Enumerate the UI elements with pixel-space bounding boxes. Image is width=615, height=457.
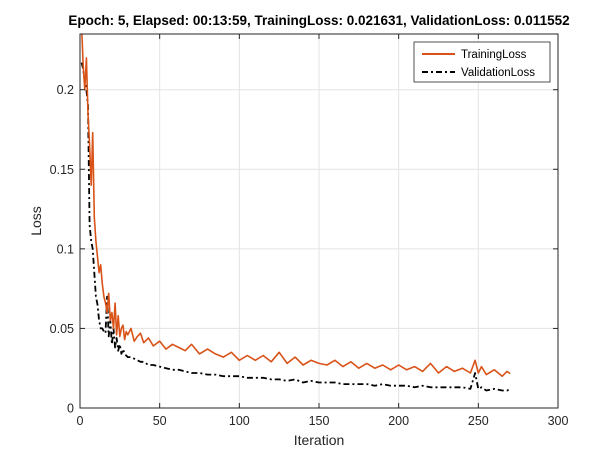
x-tick-label: 0 xyxy=(77,414,84,428)
y-axis-label: Loss xyxy=(28,206,44,236)
x-axis-label: Iteration xyxy=(294,432,345,448)
legend-label-training: TrainingLoss xyxy=(461,49,527,61)
y-tick-label: 0.15 xyxy=(50,163,74,177)
legend: TrainingLoss ValidationLoss xyxy=(413,41,551,83)
x-tick-label: 100 xyxy=(229,414,250,428)
grid-layer xyxy=(80,34,558,408)
x-tick-label: 200 xyxy=(388,414,409,428)
series-layer xyxy=(80,34,511,392)
y-tick-label: 0.05 xyxy=(50,322,74,336)
y-tick-label: 0.2 xyxy=(57,83,74,97)
x-tick-label: 50 xyxy=(153,414,167,428)
legend-box xyxy=(413,41,551,83)
x-tick-label: 300 xyxy=(548,414,569,428)
legend-label-validation: ValidationLoss xyxy=(461,67,535,79)
x-tick-label: 150 xyxy=(309,414,330,428)
series-line-validationloss xyxy=(80,62,511,392)
y-tick-label: 0.1 xyxy=(57,242,74,256)
x-tick-label: 250 xyxy=(468,414,489,428)
y-tick-label: 0 xyxy=(67,402,74,416)
series-line-trainingloss xyxy=(81,34,511,378)
tick-layer: 0 50 100 150 200 250 300 0 0.05 0.1 0.15 0.2 xyxy=(50,34,569,428)
chart-title: Epoch: 5, Elapsed: 00:13:59, TrainingLos… xyxy=(68,13,569,28)
